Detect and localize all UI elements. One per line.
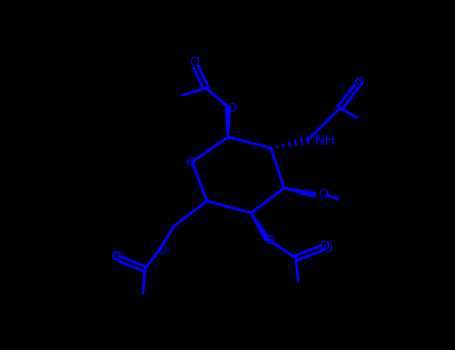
Text: O: O xyxy=(185,155,195,168)
Text: O: O xyxy=(110,250,120,262)
Text: O: O xyxy=(112,251,122,264)
Text: O: O xyxy=(226,102,236,114)
Polygon shape xyxy=(226,107,231,137)
Text: O: O xyxy=(354,76,364,89)
Text: O: O xyxy=(189,56,199,70)
Text: O: O xyxy=(322,241,332,254)
Text: O: O xyxy=(319,239,329,252)
Text: O: O xyxy=(318,189,328,202)
Text: O: O xyxy=(352,78,362,91)
Text: O: O xyxy=(264,233,274,246)
Text: NH: NH xyxy=(315,134,336,148)
Polygon shape xyxy=(284,188,316,197)
Polygon shape xyxy=(251,213,269,240)
Text: O: O xyxy=(157,244,167,257)
